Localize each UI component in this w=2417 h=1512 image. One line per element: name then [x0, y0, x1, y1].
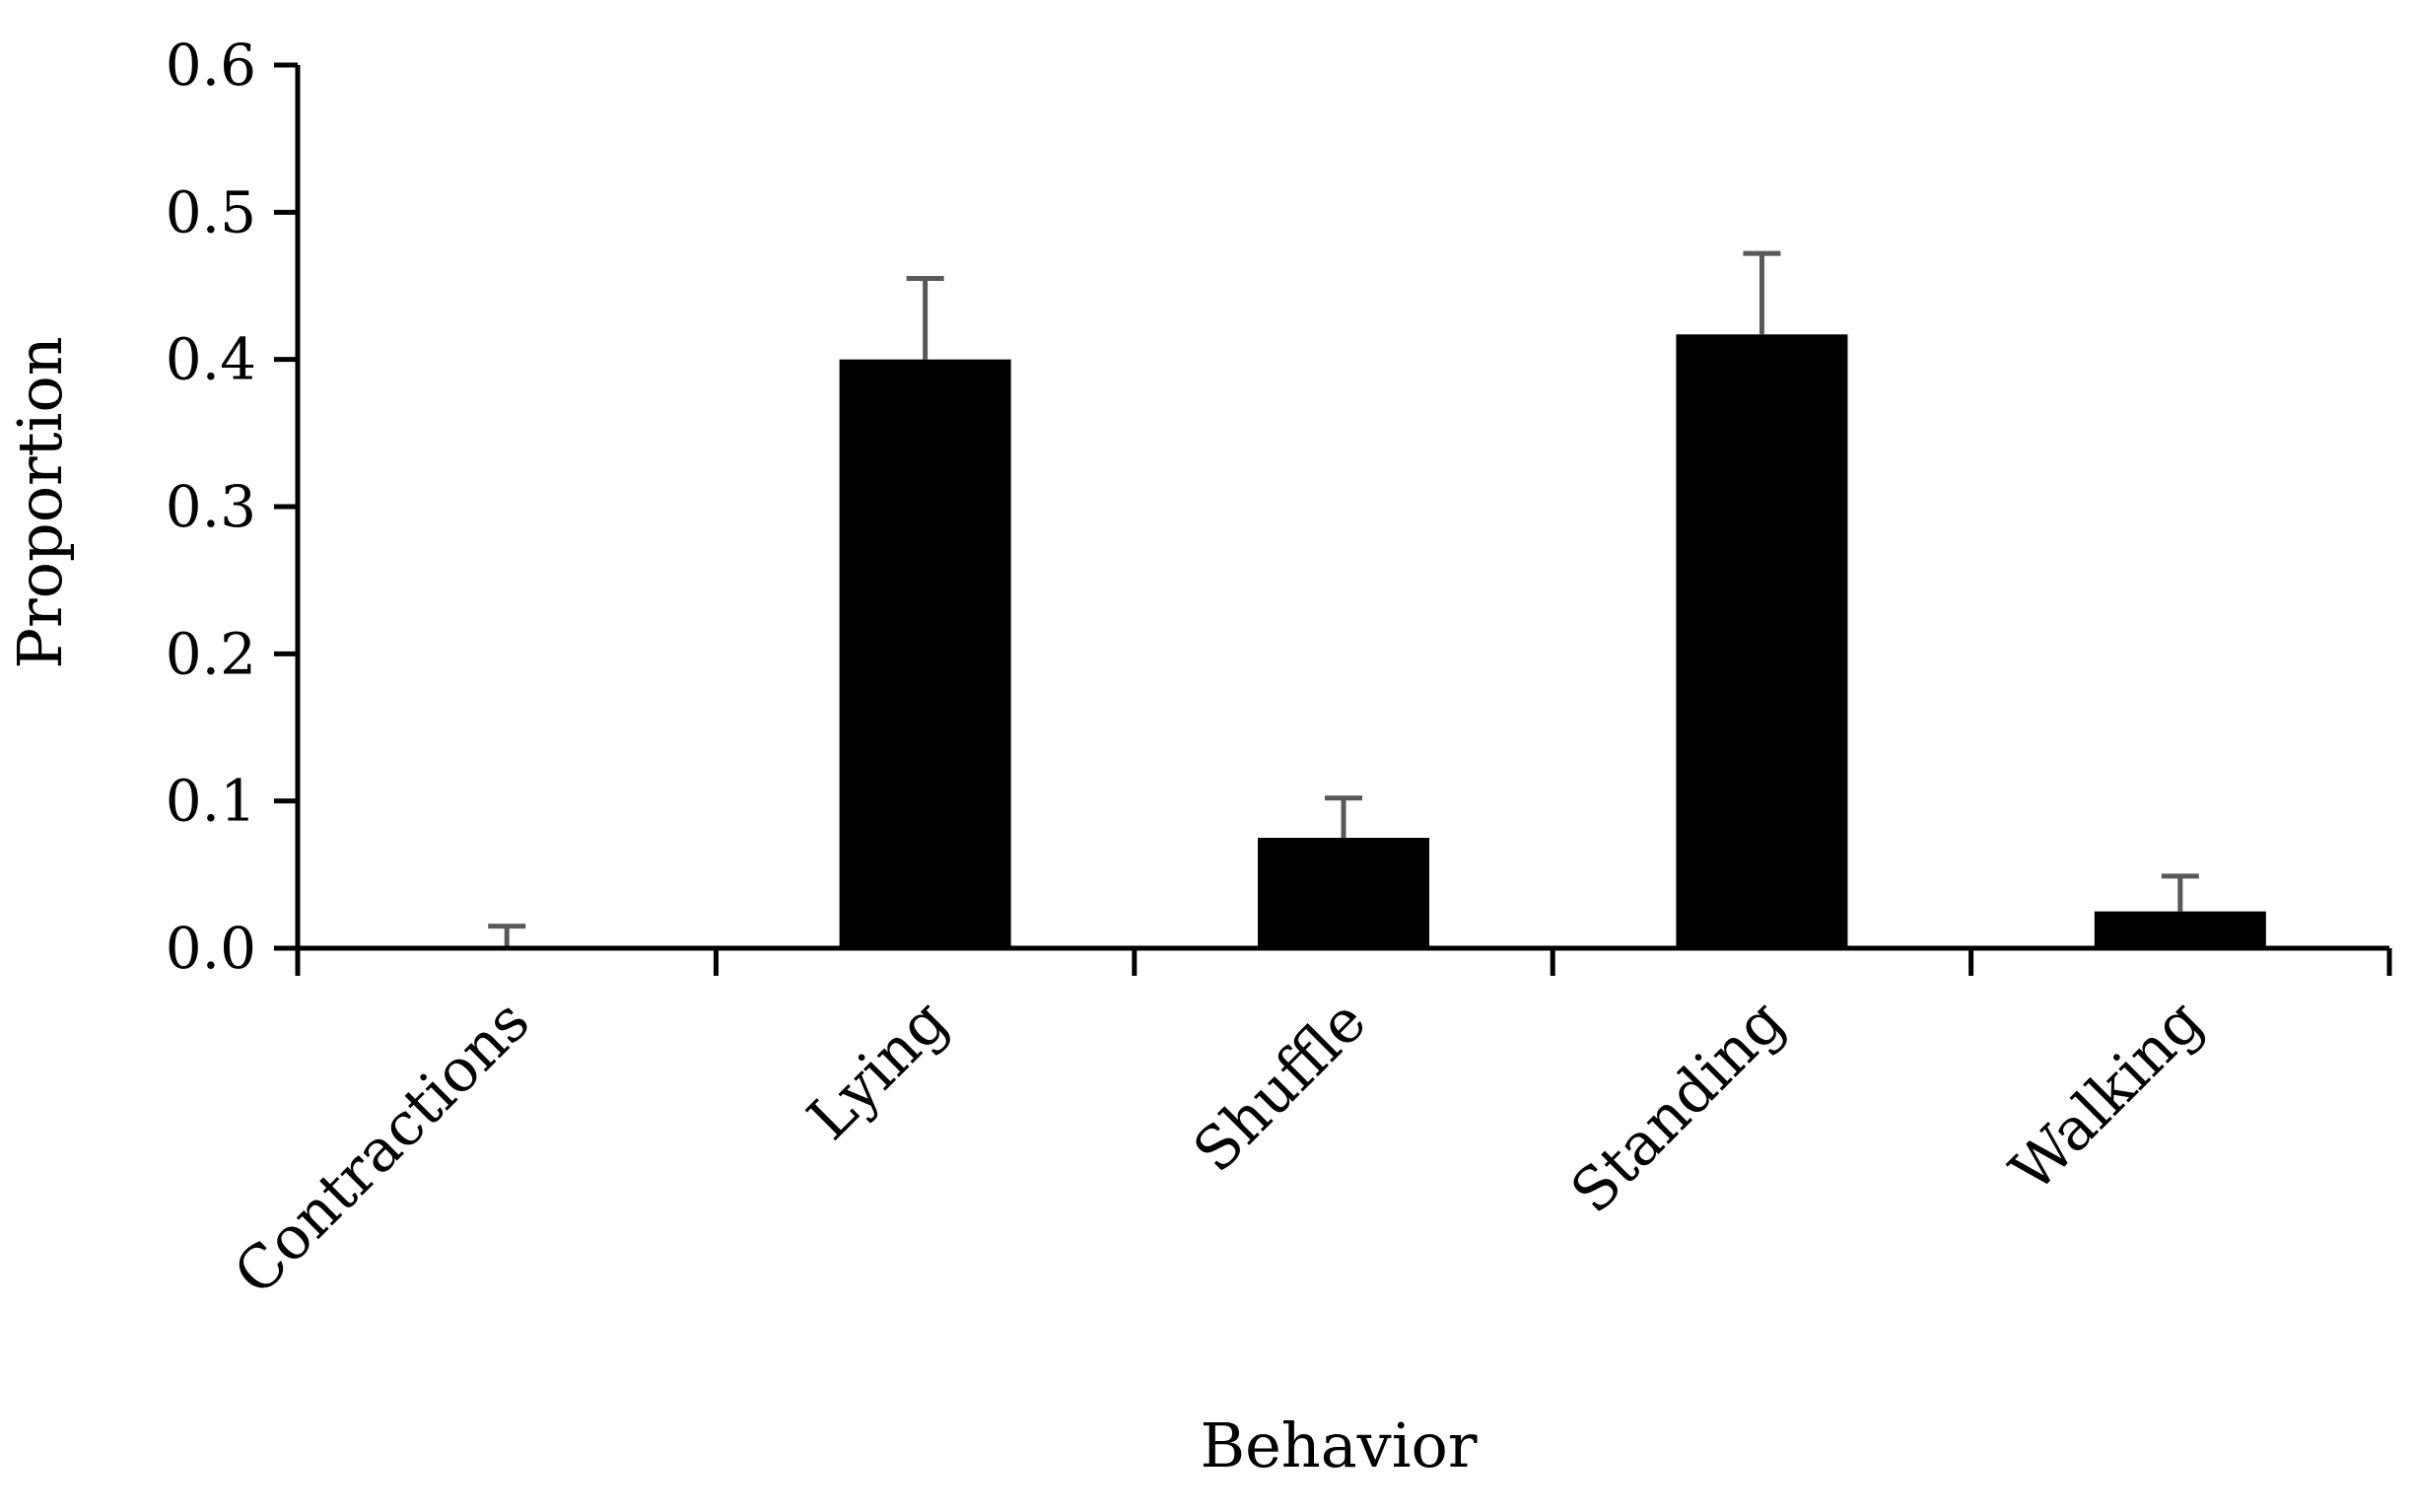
bars [839, 334, 2266, 949]
y-tick-label: 0.4 [166, 326, 256, 393]
x-tick-label: Walking [1997, 987, 2216, 1205]
y-tick-label: 0.1 [166, 768, 256, 835]
x-tick-label: Standing [1558, 987, 1798, 1226]
y-tick-label: 0.3 [166, 473, 256, 540]
y-tick-label: 0.0 [166, 915, 256, 982]
y-tick-label: 0.6 [166, 32, 256, 99]
bar [2094, 911, 2266, 948]
axes [295, 65, 2392, 976]
y-axis-ticks: 0.0 0.1 0.2 0.3 0.4 0.5 0.6 [166, 32, 298, 982]
x-tick-label: Lying [794, 987, 961, 1153]
bar [839, 359, 1011, 949]
x-axis-category-labels: Contractions Lying Shuffle Standing Walking [221, 987, 2216, 1308]
y-axis-title: Proportion [4, 336, 76, 668]
y-tick-label: 0.2 [166, 620, 256, 687]
error-bars [488, 250, 2199, 948]
y-tick-label: 0.5 [166, 178, 256, 245]
x-axis-title: Behavior [1201, 1409, 1478, 1481]
x-tick-label: Contractions [221, 987, 542, 1308]
x-tick-label: Shuffle [1181, 987, 1380, 1186]
bar [1676, 334, 1848, 948]
bar [1257, 838, 1430, 948]
